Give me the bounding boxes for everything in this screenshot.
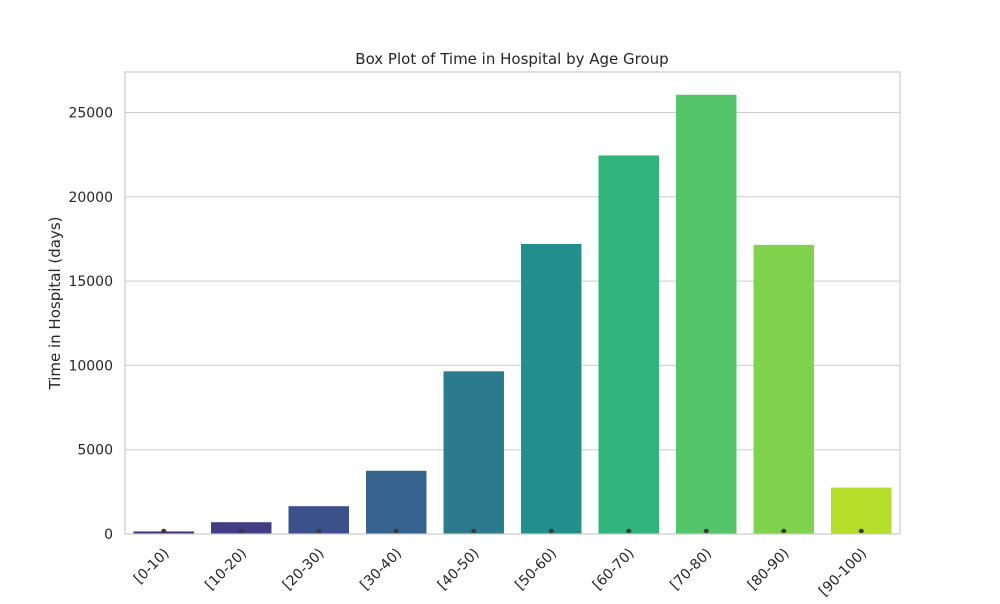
bar: [598, 155, 659, 534]
bar-marker: [858, 528, 864, 534]
bar: [211, 522, 272, 534]
bar-marker: [238, 528, 244, 534]
x-tick-label: [10-20): [202, 546, 250, 594]
chart-title: Box Plot of Time in Hospital by Age Grou…: [355, 50, 668, 68]
bar: [366, 470, 427, 534]
y-tick-label: 15000: [68, 274, 113, 290]
y-axis-label: Time in Hospital (days): [46, 217, 64, 391]
y-tick-label: 20000: [68, 190, 113, 206]
y-tick-label: 10000: [68, 358, 113, 374]
x-tick-label: [30-40): [357, 546, 405, 594]
bar: [676, 94, 737, 535]
bar: [443, 371, 504, 534]
y-tick-label: 25000: [68, 105, 113, 121]
x-tick-label: [80-90): [745, 546, 793, 594]
plot-frame: [124, 71, 901, 535]
y-tick-labels: 0 5000 10000 15000 20000 25000: [68, 105, 113, 543]
bar-marker: [471, 528, 477, 534]
x-tick-label: [20-30): [280, 546, 328, 594]
x-tick-label: [90-100): [816, 546, 870, 600]
x-tick-label: [70-80): [667, 546, 715, 594]
median-markers: [161, 528, 864, 534]
bar-marker: [703, 528, 709, 534]
bar: [753, 244, 814, 534]
bars: [133, 94, 892, 535]
bar: [831, 487, 892, 534]
x-tick-label: [60-70): [590, 546, 638, 594]
bar-marker: [316, 528, 322, 534]
bar-marker: [548, 528, 554, 534]
x-tick-label: [40-50): [435, 546, 483, 594]
bar-marker: [393, 528, 399, 534]
bar-marker: [626, 528, 632, 534]
x-tick-label: [50-60): [512, 546, 560, 594]
bar-marker: [781, 528, 787, 534]
bar-marker: [161, 528, 167, 534]
x-tick-labels: [0-10) [10-20) [20-30) [30-40) [40-50) [50-60…: [131, 546, 870, 600]
y-tick-label: 5000: [77, 443, 113, 459]
y-tick-label: 0: [104, 527, 113, 543]
x-tick-label: [0-10): [131, 546, 173, 588]
bar: [521, 243, 582, 534]
